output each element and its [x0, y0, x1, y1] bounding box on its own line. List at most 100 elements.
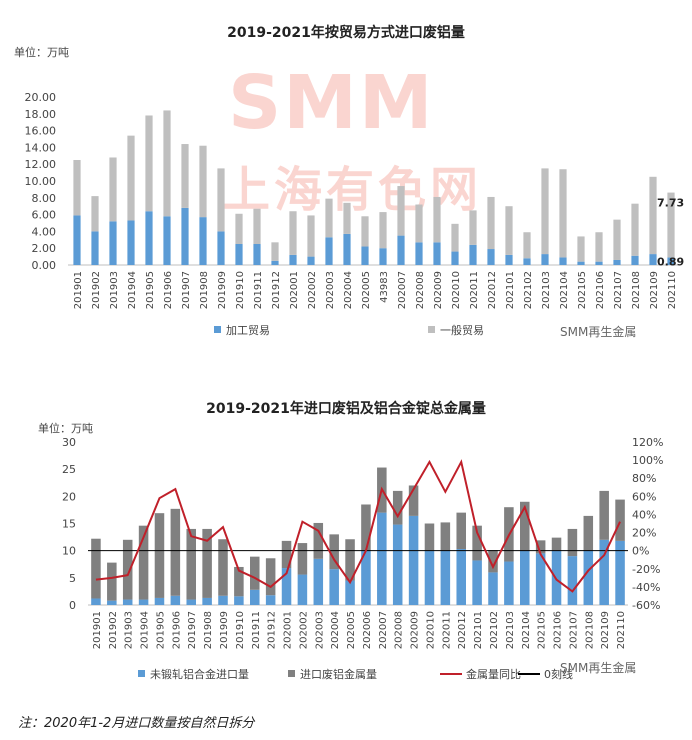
- chart1-bar-general: [271, 242, 279, 261]
- chart2-xtick: 201906: [171, 611, 182, 649]
- chart2-bar-alloy: [615, 540, 625, 605]
- chart1-bar-general: [361, 216, 369, 247]
- chart2-legend-label: 未锻轧铝合金进口量: [150, 667, 249, 681]
- chart1-bar-processing: [307, 256, 315, 265]
- chart1-ytick: 14.00: [25, 141, 57, 154]
- chart2-bar-alloy: [440, 550, 451, 605]
- chart2-bar-alloy: [281, 568, 292, 605]
- chart1-xtick: 202010: [451, 271, 462, 309]
- chart2-bar-scrap: [186, 528, 196, 600]
- chart1-bar-general: [505, 206, 513, 255]
- chart2-xtick: 202003: [314, 611, 325, 649]
- chart1-bar-processing: [109, 221, 117, 265]
- chart2-xtick: 202001: [283, 611, 294, 649]
- chart2-title: 2019-2021年进口废铝及铝合金锭总金属量: [206, 401, 486, 417]
- chart1-xtick: 201906: [163, 271, 174, 309]
- chart2-bar-alloy: [456, 549, 466, 605]
- chart1-bar-general: [199, 145, 207, 218]
- chart2-ytick: 20: [62, 490, 76, 503]
- chart2-legend-swatch: [288, 670, 295, 677]
- chart2-bar-alloy: [265, 595, 276, 605]
- chart2-bar-scrap: [488, 550, 498, 573]
- footnote: 注：2020年1-2月进口数量按自然日拆分: [18, 716, 255, 731]
- chart2-bar-alloy: [599, 539, 609, 605]
- chart1-xtick: 201903: [109, 271, 120, 309]
- chart1-ytick: 8.00: [32, 192, 57, 205]
- chart2-bar-alloy: [154, 597, 165, 605]
- chart2-bar-alloy: [583, 550, 594, 605]
- chart2-bar-alloy: [170, 595, 181, 605]
- chart2-xtick: 201903: [124, 611, 135, 649]
- chart1-ytick: 6.00: [32, 209, 57, 222]
- chart1-ytick: 10.00: [25, 175, 57, 188]
- chart2-bar-scrap: [456, 512, 466, 550]
- chart1-bar-general: [181, 144, 189, 208]
- chart1-bar-processing: [289, 254, 297, 265]
- chart1-ytick: 12.00: [25, 158, 57, 171]
- chart1-ytick: 2.00: [32, 242, 57, 255]
- chart1-bar-general: [397, 186, 405, 236]
- chart1-xtick: 43983: [379, 271, 390, 303]
- chart1-bar-general: [631, 203, 639, 256]
- chart2-bar-alloy: [250, 589, 260, 605]
- chart2-bar-alloy: [504, 561, 514, 605]
- chart2-bar-alloy: [408, 515, 419, 605]
- chart1-xtick: 202001: [289, 271, 300, 309]
- chart1-bar-general: [433, 196, 441, 243]
- chart2-bar-scrap: [551, 537, 562, 551]
- chart2-bar-alloy: [202, 597, 212, 605]
- chart1-xtick: 202108: [631, 271, 642, 309]
- chart2-bar-alloy: [329, 569, 339, 605]
- chart2-bar-alloy: [313, 558, 324, 605]
- chart2-y2tick: -60%: [632, 599, 660, 612]
- chart1-bar-general: [559, 169, 567, 258]
- chart1-bar-processing: [577, 261, 585, 265]
- chart1-xtick: 201912: [271, 271, 282, 309]
- chart2-xtick: 202105: [537, 611, 548, 649]
- chart2-bar-scrap: [567, 528, 578, 557]
- chart2-xtick: 201910: [235, 611, 246, 649]
- chart1-bar-processing: [235, 244, 243, 265]
- chart2-xtick: 202002: [298, 611, 309, 649]
- chart1-bar-processing: [181, 207, 189, 265]
- chart2-bar-scrap: [202, 528, 212, 598]
- chart1-label-general: 7.73: [657, 197, 684, 210]
- chart1-bar-processing: [127, 220, 135, 265]
- chart2-xtick: 201904: [140, 611, 151, 649]
- chart1-legend-swatch: [214, 326, 221, 333]
- chart2-xtick: 202109: [600, 611, 611, 649]
- chart2-xtick: 201901: [92, 611, 103, 649]
- chart2-legend-swatch: [138, 670, 145, 677]
- chart1-xtick: 202011: [469, 271, 480, 309]
- chart1-bar-processing: [145, 211, 153, 265]
- chart2-legend-label: 金属量同比: [466, 667, 521, 681]
- chart1-xtick: 202107: [613, 271, 624, 309]
- chart1-title: 2019-2021年按贸易方式进口废铝量: [227, 25, 465, 41]
- chart2-legend-label: 进口废铝金属量: [300, 667, 377, 681]
- chart1-bar-general: [325, 198, 333, 238]
- chart1-bar-processing: [217, 231, 225, 265]
- chart2-ytick: 25: [62, 463, 76, 476]
- chart1-bar-processing: [469, 244, 477, 265]
- chart1-xtick: 201910: [235, 271, 246, 309]
- chart2-bar-alloy: [377, 512, 387, 605]
- chart1-bar-general: [343, 202, 351, 234]
- chart2-bar-scrap: [520, 501, 530, 551]
- chart1-bar-processing: [631, 255, 639, 265]
- chart2-xtick: 202011: [441, 611, 452, 649]
- chart1-xtick: 202003: [325, 271, 336, 309]
- chart1-xtick: 201902: [91, 271, 102, 309]
- chart2-bar-alloy: [107, 600, 117, 605]
- chart2-xtick: 202104: [521, 611, 532, 649]
- chart1-bar-general: [667, 192, 675, 258]
- chart2-xtick: 201905: [155, 611, 166, 649]
- chart-panel-total-metal: 2019-2021年进口废铝及铝合金锭总金属量 单位：万吨 30 25 20 15 10…: [0, 372, 692, 702]
- chart1-xtick: 202012: [487, 271, 498, 309]
- chart1-bar-processing: [505, 254, 513, 265]
- chart1-xtick: 201905: [145, 271, 156, 309]
- chart2-unit: 单位：万吨: [38, 422, 93, 435]
- chart1-svg: 20.00 18.00 16.00 14.00 12.00 10.00 8.00 6.00 4.…: [25, 91, 685, 337]
- chart2-bar-alloy: [567, 556, 578, 605]
- chart1-bar-processing: [361, 246, 369, 265]
- chart2-xtick: 202110: [616, 611, 627, 649]
